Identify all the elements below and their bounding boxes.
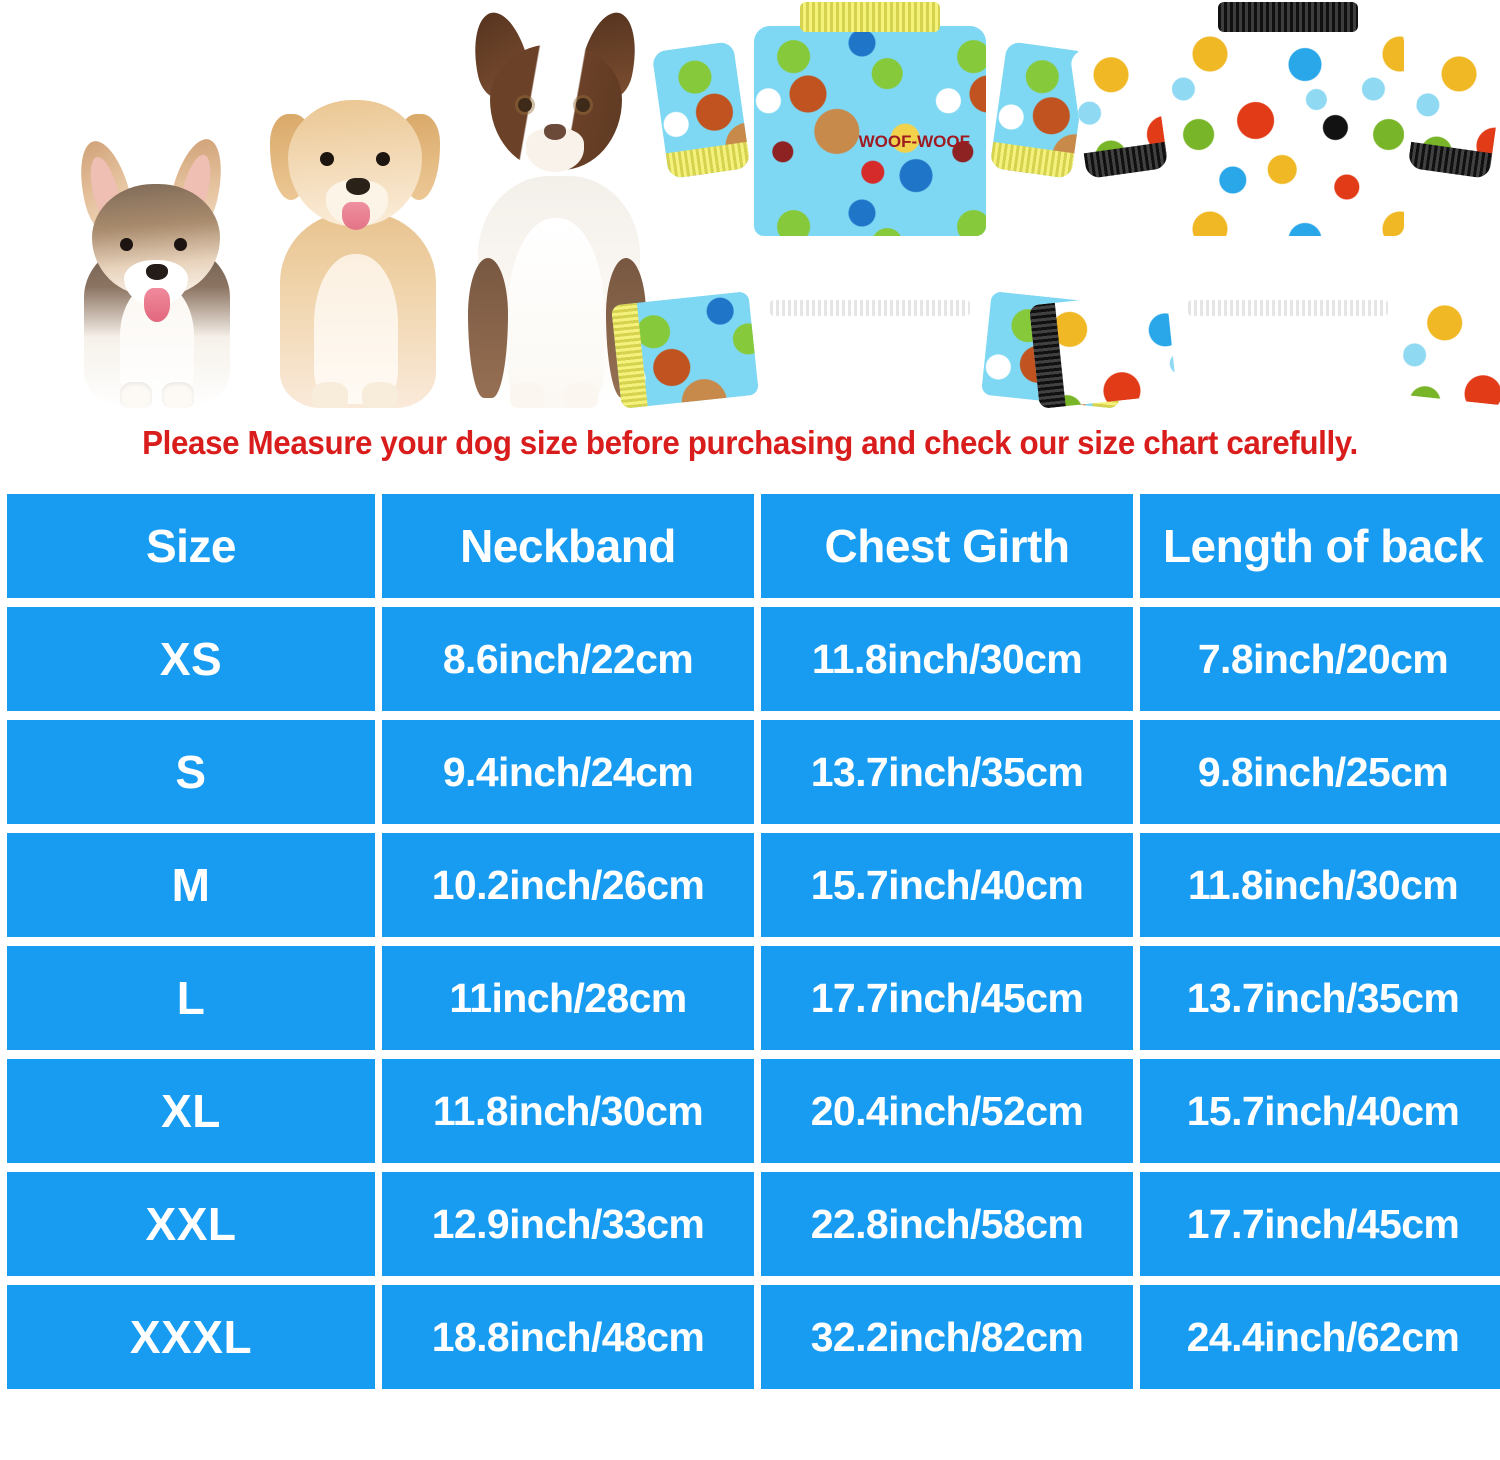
cell-length-of-back: 7.8inch/20cm: [1140, 607, 1500, 711]
cell-chest-girth: 20.4inch/52cm: [761, 1059, 1133, 1163]
table-row: S 9.4inch/24cm 13.7inch/35cm 9.8inch/25c…: [7, 720, 1500, 824]
product-photo-band: WOOF-WOOF: [0, 0, 1500, 420]
collie-right-paw: [564, 382, 598, 408]
white-pajama-right-sleeve: [1407, 40, 1500, 180]
golden-chest: [314, 254, 398, 404]
golden-right-paw: [362, 382, 398, 408]
white-pajama-fabric-print: [1172, 26, 1404, 236]
cell-size: XS: [7, 607, 375, 711]
collie-nose: [544, 124, 566, 140]
cell-chest-girth: 17.7inch/45cm: [761, 946, 1133, 1050]
cell-size: XXL: [7, 1172, 375, 1276]
size-chart-header: Size Neckband Chest Girth Length of back: [7, 494, 1500, 598]
collie-right-eye: [576, 98, 590, 112]
cell-neckband: 9.4inch/24cm: [382, 720, 754, 824]
golden-left-paw: [312, 382, 348, 408]
corgi-right-paw: [162, 382, 194, 408]
blue-pajama-left-leg: [610, 291, 760, 409]
measure-warning-text: Please Measure your dog size before purc…: [142, 424, 1358, 461]
corgi-left-paw: [120, 382, 152, 408]
blue-pajama-print-text: WOOF-WOOF: [858, 132, 970, 151]
cell-neckband: 18.8inch/48cm: [382, 1285, 754, 1389]
corgi-right-eye: [174, 238, 187, 251]
blue-pajama-waistband: [770, 300, 970, 316]
golden-nose: [346, 178, 370, 195]
blue-pajama-left-sleeve: [651, 40, 751, 180]
collie-left-flank: [468, 258, 508, 398]
size-chart-body: XS 8.6inch/22cm 11.8inch/30cm 7.8inch/20…: [7, 607, 1500, 1389]
cell-chest-girth: 22.8inch/58cm: [761, 1172, 1133, 1276]
size-chart-table: Size Neckband Chest Girth Length of back…: [0, 485, 1500, 1398]
collie-chest: [508, 218, 604, 408]
cell-chest-girth: 11.8inch/30cm: [761, 607, 1133, 711]
cell-length-of-back: 15.7inch/40cm: [1140, 1059, 1500, 1163]
cell-length-of-back: 13.7inch/35cm: [1140, 946, 1500, 1050]
cell-size: XXXL: [7, 1285, 375, 1389]
blue-pajama-collar: [800, 2, 940, 32]
table-row: XS 8.6inch/22cm 11.8inch/30cm 7.8inch/20…: [7, 607, 1500, 711]
cell-neckband: 10.2inch/26cm: [382, 833, 754, 937]
white-pajama-collar: [1218, 2, 1358, 32]
corgi-left-eye: [120, 238, 133, 251]
collie-left-eye: [518, 98, 532, 112]
cell-chest-girth: 32.2inch/82cm: [761, 1285, 1133, 1389]
table-row: XXXL 18.8inch/48cm 32.2inch/82cm 24.4inc…: [7, 1285, 1500, 1389]
column-header-chest-girth: Chest Girth: [761, 494, 1133, 598]
cell-neckband: 11.8inch/30cm: [382, 1059, 754, 1163]
table-header-row: Size Neckband Chest Girth Length of back: [7, 494, 1500, 598]
cell-chest-girth: 13.7inch/35cm: [761, 720, 1133, 824]
cell-length-of-back: 24.4inch/62cm: [1140, 1285, 1500, 1389]
cell-size: XL: [7, 1059, 375, 1163]
white-pajama-left-sleeve: [1069, 40, 1169, 180]
corgi-tongue: [144, 288, 170, 322]
corgi-nose: [146, 264, 168, 280]
table-row: M 10.2inch/26cm 15.7inch/40cm 11.8inch/3…: [7, 833, 1500, 937]
cell-size: S: [7, 720, 375, 824]
white-pajama-left-leg: [1028, 291, 1178, 409]
column-header-size: Size: [7, 494, 375, 598]
blue-pajama-torso: WOOF-WOOF: [754, 26, 986, 236]
collie-left-paw: [510, 382, 544, 408]
table-row: XL 11.8inch/30cm 20.4inch/52cm 15.7inch/…: [7, 1059, 1500, 1163]
cell-neckband: 12.9inch/33cm: [382, 1172, 754, 1276]
cell-neckband: 8.6inch/22cm: [382, 607, 754, 711]
column-header-length-of-back: Length of back: [1140, 494, 1500, 598]
cell-length-of-back: 9.8inch/25cm: [1140, 720, 1500, 824]
table-row: XXL 12.9inch/33cm 22.8inch/58cm 17.7inch…: [7, 1172, 1500, 1276]
white-pajama-fabric-print: [1398, 291, 1500, 409]
blue-corgi-pajama-photo: WOOF-WOOF: [610, 2, 1130, 409]
cell-neckband: 11inch/28cm: [382, 946, 754, 1050]
golden-tongue: [342, 202, 370, 230]
golden-retriever-puppy-photo: [256, 78, 456, 408]
white-pajama-right-leg: [1398, 291, 1500, 409]
cell-size: M: [7, 833, 375, 937]
corgi-puppy-photo: [58, 118, 258, 408]
white-pajama-torso: [1172, 26, 1404, 236]
white-dog-pajama-photo: [1028, 2, 1500, 409]
blue-pajama-fabric-print: [754, 26, 986, 236]
cell-size: L: [7, 946, 375, 1050]
cell-chest-girth: 15.7inch/40cm: [761, 833, 1133, 937]
golden-right-eye: [376, 152, 390, 166]
golden-left-eye: [320, 152, 334, 166]
white-pajama-waistband: [1188, 300, 1388, 316]
cell-length-of-back: 17.7inch/45cm: [1140, 1172, 1500, 1276]
table-row: L 11inch/28cm 17.7inch/45cm 13.7inch/35c…: [7, 946, 1500, 1050]
column-header-neckband: Neckband: [382, 494, 754, 598]
cell-length-of-back: 11.8inch/30cm: [1140, 833, 1500, 937]
